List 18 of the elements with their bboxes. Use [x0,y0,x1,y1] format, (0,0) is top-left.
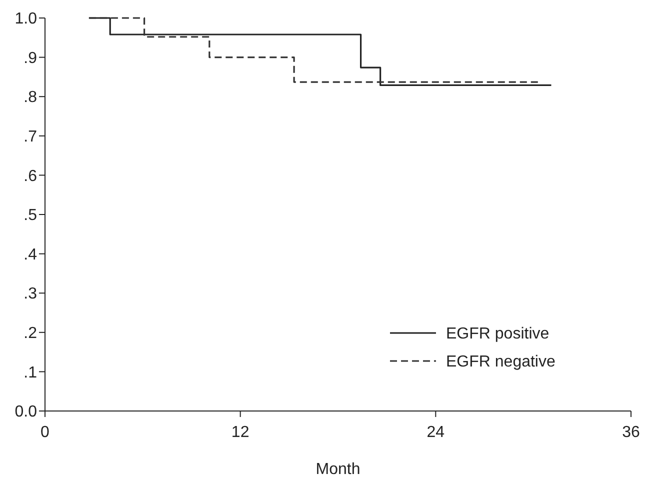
y-tick-label: 0.0 [14,404,38,421]
y-tick-label: .9 [24,50,38,67]
y-tick-label: .6 [24,168,38,185]
y-tick-label: .5 [24,207,38,224]
legend-label: EGFR negative [446,354,556,371]
legend-label: EGFR positive [446,326,550,343]
y-tick-label: .8 [24,89,38,106]
y-tick-label: .2 [24,325,38,342]
y-tick-label: .7 [24,128,38,146]
x-tick-label: 12 [231,424,250,441]
y-tick-label: .3 [24,286,38,303]
x-tick-label: 0 [40,424,50,441]
x-axis-title: Month [316,461,360,478]
y-tick-label: .4 [24,246,38,264]
y-tick-label: .1 [24,364,38,382]
y-tick-label: 1.0 [14,10,38,28]
x-tick-label: 36 [622,424,640,441]
x-tick-label: 24 [426,424,445,441]
